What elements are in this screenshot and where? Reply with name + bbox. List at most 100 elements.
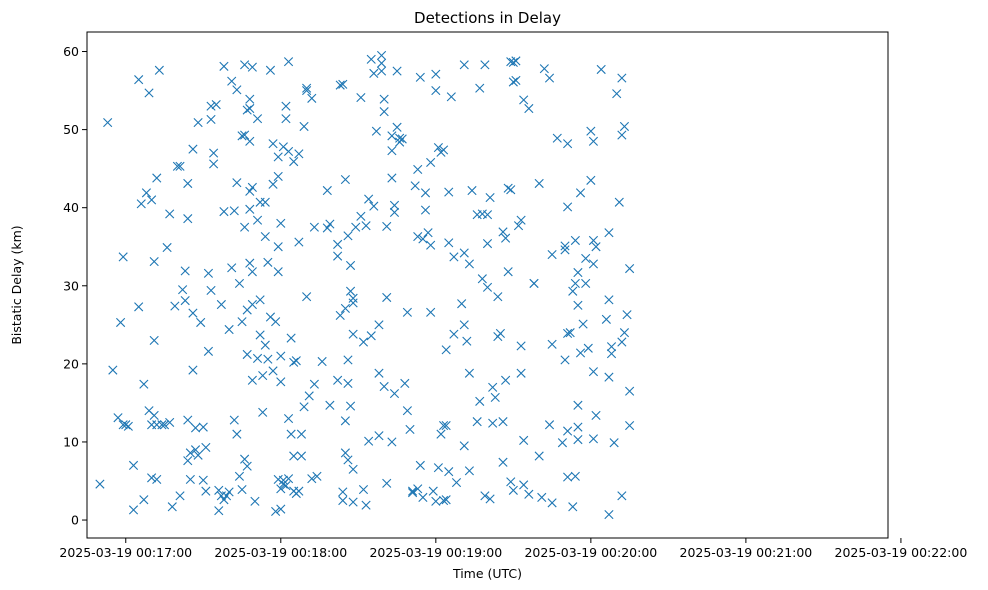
data-point (508, 485, 518, 495)
data-point (276, 351, 286, 361)
data-point (340, 448, 350, 458)
data-point (159, 420, 170, 430)
y-tick-label: 50 (63, 122, 79, 137)
data-point (154, 65, 164, 75)
data-point (237, 131, 247, 141)
data-point (234, 471, 245, 481)
data-point (560, 355, 570, 365)
data-point (490, 392, 500, 403)
data-point (601, 314, 611, 324)
data-point (307, 93, 317, 103)
data-point (185, 448, 195, 458)
data-point (273, 152, 283, 162)
data-point (573, 300, 583, 310)
data-point (537, 492, 547, 502)
data-point (426, 307, 436, 317)
data-point (221, 491, 232, 501)
chart-title: Detections in Delay (414, 9, 561, 27)
data-point (247, 182, 257, 192)
data-point (333, 239, 343, 249)
data-point (240, 130, 250, 140)
data-point (426, 240, 436, 250)
data-point (252, 114, 263, 124)
data-point (418, 234, 428, 244)
data-point (348, 329, 358, 339)
data-point (498, 417, 508, 427)
data-point (216, 299, 226, 310)
data-point (563, 139, 573, 149)
plot-frame (86, 31, 889, 539)
data-point (219, 495, 229, 505)
data-point (247, 299, 257, 310)
data-point (338, 79, 348, 89)
data-point (118, 420, 128, 430)
data-point (240, 60, 250, 70)
data-point (524, 103, 534, 114)
data-point (444, 238, 454, 248)
data-point (581, 278, 591, 289)
data-point (374, 431, 384, 441)
data-point (165, 209, 175, 219)
data-point (348, 298, 358, 308)
data-point (152, 474, 162, 485)
data-point (278, 475, 288, 485)
data-point (588, 434, 599, 444)
data-point (190, 445, 201, 455)
data-point (232, 178, 242, 188)
data-point (309, 379, 319, 389)
data-point (175, 491, 185, 501)
data-point (209, 148, 219, 158)
data-point (193, 450, 203, 460)
data-point (281, 101, 291, 111)
data-point (283, 413, 294, 424)
data-point (420, 188, 431, 198)
data-point (294, 486, 304, 496)
data-point (206, 114, 216, 125)
data-point (237, 317, 247, 327)
data-point (134, 75, 144, 85)
data-point (573, 422, 583, 432)
data-point (247, 62, 257, 72)
data-point (335, 80, 345, 90)
data-point (547, 249, 557, 260)
data-point (247, 375, 257, 385)
data-point (387, 131, 397, 141)
data-point (583, 343, 593, 353)
data-point (312, 471, 322, 481)
data-point (229, 206, 239, 216)
data-point (263, 257, 273, 267)
x-tick-label: 2025-03-19 00:19:00 (369, 545, 502, 560)
data-point (588, 259, 599, 269)
y-axis-label: Bistatic Delay (km) (9, 225, 24, 344)
data-point (625, 386, 635, 396)
data-point (586, 126, 596, 136)
data-point (552, 133, 562, 143)
data-point (407, 488, 418, 498)
data-point (573, 400, 583, 410)
data-point (464, 259, 475, 269)
data-point (229, 415, 239, 425)
data-point (255, 295, 265, 305)
data-point (568, 286, 578, 296)
data-point (304, 391, 314, 401)
data-point (273, 267, 283, 277)
data-point (276, 504, 286, 514)
y-tick-label: 0 (71, 513, 79, 528)
data-point (619, 328, 630, 338)
data-point (356, 211, 366, 221)
data-point (606, 349, 617, 359)
data-point (147, 473, 157, 483)
data-point (438, 145, 449, 155)
data-point (563, 472, 573, 482)
data-point (340, 174, 350, 185)
x-axis: 2025-03-19 00:17:00 2025-03-19 00:18:00 20… (59, 538, 967, 560)
data-point (441, 345, 451, 355)
data-point (157, 420, 167, 430)
data-point (167, 502, 177, 512)
data-point (299, 121, 309, 132)
data-point (581, 253, 591, 264)
data-point (516, 341, 526, 351)
data-point (604, 295, 614, 305)
data-point (345, 286, 356, 296)
data-point (480, 491, 490, 501)
